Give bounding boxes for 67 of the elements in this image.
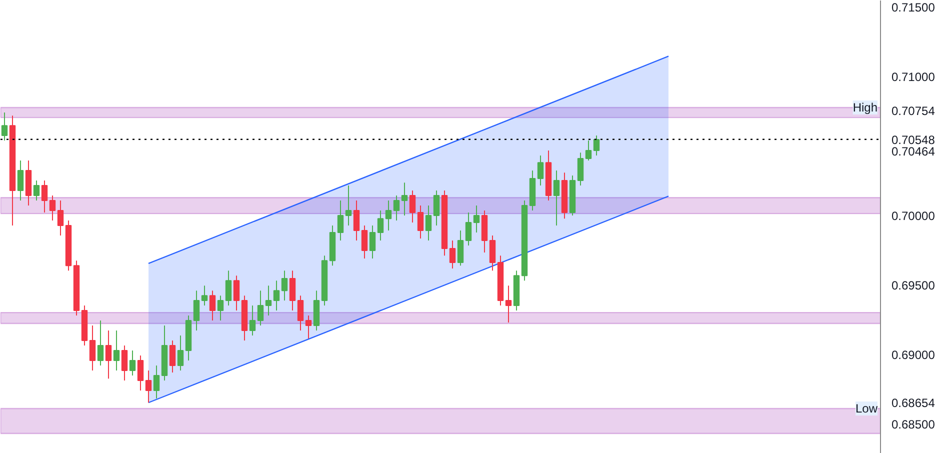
candlestick: [409, 190, 416, 223]
candlestick: [433, 190, 440, 226]
y-tick-label: 0.70464: [892, 144, 936, 159]
candlestick: [201, 285, 208, 306]
candlestick: [129, 350, 136, 376]
candlestick: [233, 275, 240, 311]
candlestick: [97, 320, 104, 366]
candlestick: [585, 140, 592, 161]
candlestick: [217, 295, 224, 321]
y-tick-label: 0.69500: [892, 278, 936, 293]
candlestick: [577, 152, 584, 186]
candlestick: [537, 154, 544, 186]
candlestick: [265, 285, 272, 316]
candlestick: [57, 200, 64, 236]
candlestick: [137, 355, 144, 392]
candlestick: [89, 324, 96, 372]
candlestick: [377, 210, 384, 242]
candlestick: [273, 280, 280, 311]
candlestick: [1, 112, 8, 141]
candlestick: [153, 365, 160, 399]
y-tick-label: 0.71500: [892, 0, 936, 15]
candlestick: [177, 334, 184, 372]
candlestick: [249, 304, 256, 336]
y-tick-label: 0.69000: [892, 348, 936, 362]
candlestick: [553, 170, 560, 226]
candlestick: [17, 160, 24, 202]
ref-line-label: 0.70548: [892, 132, 936, 147]
candlestick: [225, 270, 232, 306]
candlestick: [489, 235, 496, 272]
candlestick: [105, 330, 112, 380]
candlestick: [41, 180, 48, 213]
y-tick-label: 0.70754: [892, 104, 936, 118]
candlestick: [193, 290, 200, 331]
band-label: Low: [855, 401, 878, 416]
candlestick: [401, 182, 408, 216]
band-label: High: [852, 100, 878, 115]
candlestick: [145, 370, 152, 404]
candlestick: [369, 225, 376, 259]
candlestick: [393, 195, 400, 222]
candlestick: [345, 185, 352, 226]
candlestick: [297, 295, 304, 331]
candlestick: [113, 330, 120, 372]
candlestick: [33, 180, 40, 202]
candlestick: [121, 344, 128, 382]
y-tick-label: 0.70000: [892, 209, 936, 224]
candlestick: [337, 200, 344, 242]
candlestick: [449, 240, 456, 269]
candlestick: [361, 225, 368, 259]
candlestick: [257, 290, 264, 326]
candlestick: [425, 205, 432, 242]
candlestick: [289, 270, 296, 311]
candlestick: [281, 270, 288, 301]
candlestick: [505, 285, 512, 324]
candlestick: [353, 200, 360, 242]
candlestick: [457, 230, 464, 266]
candlestick: [593, 134, 600, 156]
candlestick: [465, 212, 472, 246]
candlestick: [169, 340, 176, 373]
candlestick: [209, 290, 216, 321]
y-tick-label: 0.68500: [892, 418, 936, 432]
candlestick: [305, 314, 312, 340]
candlestick: [385, 200, 392, 232]
y-tick-label: 0.71000: [892, 70, 936, 84]
candlestick: [49, 195, 56, 222]
candlestick: [417, 205, 424, 239]
y-tick-label: 0.68654: [892, 396, 936, 410]
candlestick: [473, 205, 480, 233]
